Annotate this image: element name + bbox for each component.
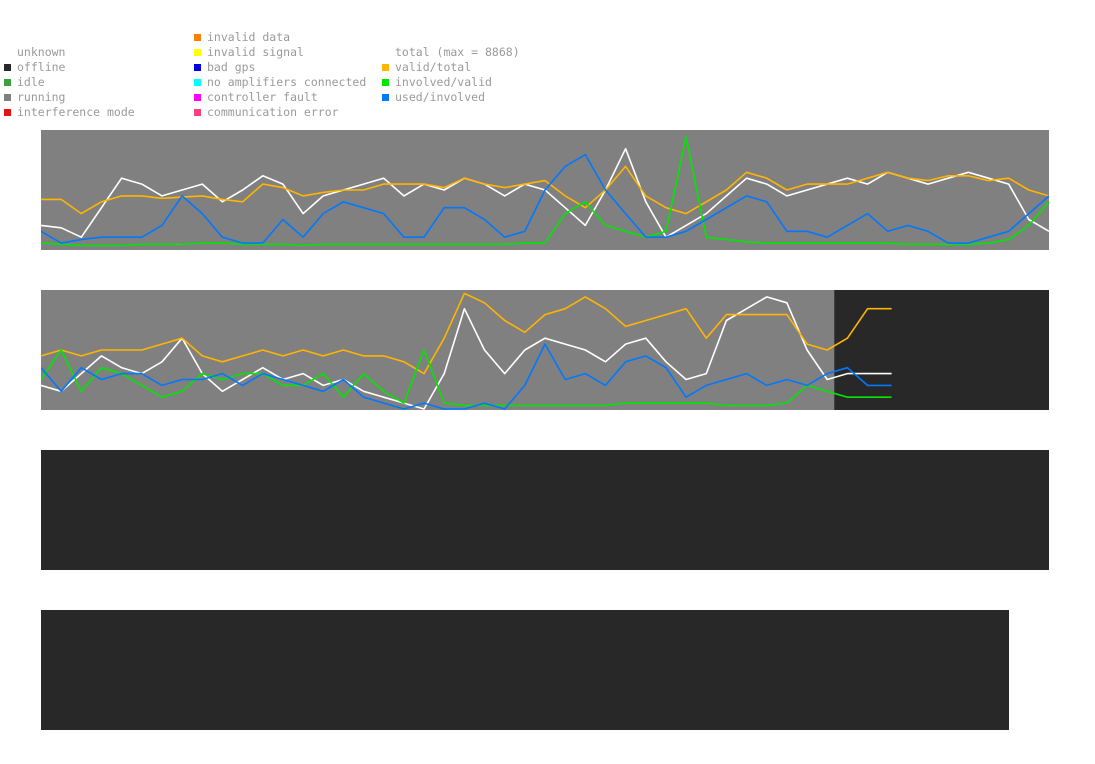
- series-line-valid-total: [41, 165, 1049, 215]
- offline-background: [41, 450, 1049, 570]
- legend-label: unknown: [17, 45, 66, 59]
- chart-svg-2: [41, 290, 1049, 410]
- chart-panel-4: [41, 610, 1009, 730]
- legend-swatch: [194, 49, 201, 56]
- legend-swatch: [194, 34, 201, 41]
- series-line-involved-valid: [41, 349, 892, 407]
- legend-label: involved/valid: [395, 75, 492, 89]
- chart-panel-1: [41, 130, 1049, 250]
- chart-svg-3: [41, 450, 1049, 570]
- legend-label: interference mode: [17, 105, 135, 119]
- legend-swatch: [4, 94, 11, 101]
- legend-label: no amplifiers connected: [207, 75, 367, 89]
- chart-svg-1: [41, 130, 1049, 250]
- series-line-used-involved: [41, 153, 1049, 244]
- legend-label: offline: [17, 60, 66, 74]
- legend-label: idle: [17, 75, 45, 89]
- legend-label: bad gps: [207, 60, 256, 74]
- legend-swatch: [194, 94, 201, 101]
- series-line-used-involved: [41, 343, 892, 410]
- series-line-valid-total: [41, 292, 892, 375]
- legend-label: communication error: [207, 105, 339, 119]
- chart-panel-2: [41, 290, 1049, 410]
- legend-label: valid/total: [395, 60, 472, 74]
- legend-swatch: [194, 109, 201, 116]
- legend-swatch: [4, 79, 11, 86]
- chart-panel-3: [41, 450, 1049, 570]
- legend-label: running: [17, 90, 66, 104]
- legend-swatch: [4, 64, 11, 71]
- chart-svg-4: [41, 610, 1009, 730]
- legend-swatch: [4, 109, 11, 116]
- legend-label: used/involved: [395, 90, 486, 104]
- legend-swatch: [382, 94, 389, 101]
- legend-label: controller fault: [207, 90, 318, 104]
- series-line-involved-valid: [41, 136, 1049, 247]
- legend-swatch: [194, 64, 201, 71]
- legend-swatch: [194, 79, 201, 86]
- legend-swatch: [382, 64, 389, 71]
- legend-swatch: [382, 79, 389, 86]
- legend-label: invalid data: [207, 30, 291, 44]
- legend-label: invalid signal: [207, 45, 304, 59]
- offline-background: [41, 610, 1009, 730]
- legend-label: total (max = 8868): [395, 45, 520, 59]
